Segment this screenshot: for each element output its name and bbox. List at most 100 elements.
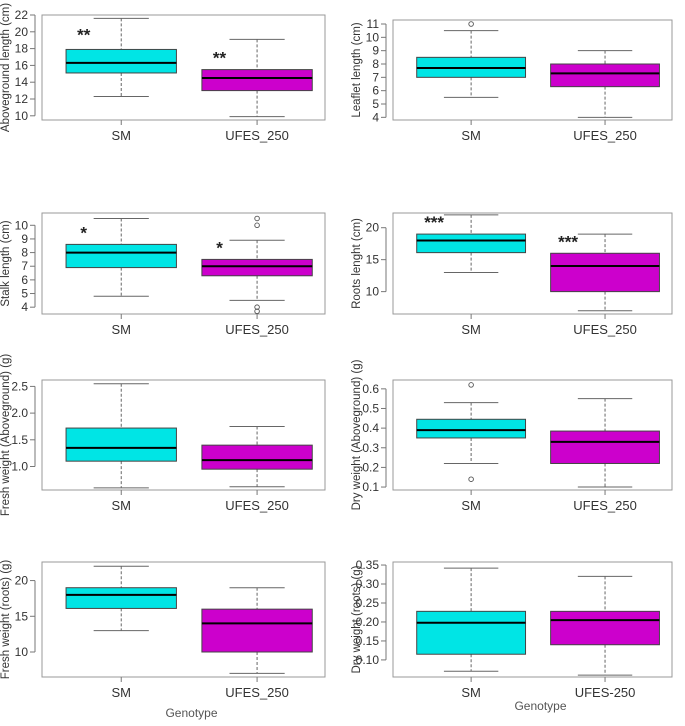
- x-category-label: UFES_250: [573, 322, 637, 337]
- y-tick-label: 2.0: [11, 406, 28, 420]
- x-category-label: UFES_250: [225, 128, 289, 143]
- outlier-point: [468, 476, 474, 482]
- y-tick-label: 1.5: [11, 433, 28, 447]
- box-ufes-250: [201, 587, 313, 674]
- y-tick-label: 10: [366, 30, 380, 44]
- box-ufes-250: [201, 425, 313, 488]
- y-tick-label: 0.25: [356, 596, 380, 610]
- y-tick-label: 11: [367, 17, 380, 31]
- y-tick-label: 15: [366, 253, 380, 267]
- significance-marker: ***: [424, 213, 444, 232]
- y-tick-label: 10: [15, 218, 29, 232]
- box-sm: [416, 382, 527, 482]
- box-sm: [65, 383, 177, 489]
- plot-frame: [392, 212, 673, 315]
- box-ufes-250: ***: [550, 232, 660, 312]
- x-category-label: SM: [111, 685, 131, 700]
- y-tick-label: 0.3: [362, 441, 379, 455]
- x-category-label: SM: [461, 685, 481, 700]
- box-ufes-250: [550, 575, 660, 676]
- x-category-label: UFES-250: [575, 685, 636, 700]
- x-category-label: SM: [111, 322, 131, 337]
- iqr-box: [416, 233, 527, 254]
- y-tick-label: 8: [21, 246, 28, 260]
- box-ufes-250: [550, 398, 660, 488]
- y-tick-label: 8: [372, 57, 379, 71]
- y-tick-label: 10: [15, 645, 29, 659]
- box-ufes-250: **: [201, 38, 313, 118]
- y-axis-label: Leaflet length (cm): [351, 22, 363, 117]
- y-tick-label: 18: [15, 42, 29, 56]
- significance-marker: *: [80, 223, 87, 242]
- significance-marker: *: [216, 238, 223, 257]
- y-axis-label: Aboveground length (cm): [0, 3, 12, 132]
- y-tick-label: 14: [15, 75, 29, 89]
- y-axis-label: Roots lenght (cm): [351, 218, 363, 309]
- y-tick-label: 0.10: [356, 653, 380, 667]
- y-tick-label: 16: [15, 58, 29, 72]
- y-axis-label: Dry weight (roots) (g): [351, 565, 363, 673]
- iqr-box: [550, 252, 660, 293]
- plot-frame: [392, 19, 673, 121]
- x-category-label: SM: [461, 322, 481, 337]
- y-tick-label: 4: [21, 300, 28, 314]
- box-sm: ***: [416, 213, 527, 273]
- iqr-box: [201, 444, 313, 470]
- box-sm: [416, 21, 527, 98]
- iqr-box: [201, 69, 313, 92]
- outlier-point: [254, 215, 260, 222]
- outlier-point: [254, 304, 260, 310]
- y-tick-label: 0.1: [362, 480, 379, 494]
- y-axis-label: Fresh weight (Aboveground) (g): [0, 354, 12, 517]
- y-tick-label: 7: [372, 70, 379, 84]
- y-tick-label: 0.35: [356, 558, 380, 572]
- outlier-point: [468, 21, 474, 27]
- x-category-label: UFES_250: [225, 685, 289, 700]
- y-axis-label: Stalk length (cm): [0, 220, 12, 306]
- y-tick-label: 6: [21, 273, 28, 287]
- y-axis-label: Fresh weight (roots) (g): [0, 560, 12, 680]
- iqr-box: [550, 610, 660, 646]
- y-tick-label: 0.30: [356, 577, 380, 591]
- x-category-label: SM: [461, 128, 481, 143]
- y-tick-label: 2.5: [11, 379, 28, 393]
- y-tick-label: 7: [21, 259, 28, 273]
- iqr-box: [65, 243, 177, 269]
- y-axis-label: Dry weight (Aboveground) (g): [351, 359, 363, 510]
- y-tick-label: 0.5: [362, 401, 379, 415]
- y-tick-label: 0.6: [362, 382, 379, 396]
- y-tick-label: 0.2: [362, 460, 379, 474]
- x-category-label: UFES_250: [573, 128, 637, 143]
- iqr-box: [201, 608, 313, 653]
- y-tick-label: 20: [15, 574, 29, 588]
- y-tick-label: 9: [372, 44, 379, 58]
- x-category-label: UFES_250: [573, 498, 637, 513]
- outlier-point: [254, 308, 260, 315]
- iqr-box: [65, 587, 177, 609]
- iqr-box: [65, 48, 177, 74]
- iqr-box: [201, 258, 313, 277]
- iqr-box: [550, 63, 660, 88]
- box-ufes-250: *: [201, 215, 313, 315]
- iqr-box: [65, 427, 177, 462]
- x-category-label: SM: [461, 498, 481, 513]
- outlier-point: [254, 222, 260, 229]
- x-category-label: UFES_250: [225, 322, 289, 337]
- y-tick-label: 0.4: [362, 421, 379, 435]
- significance-marker: **: [77, 25, 91, 44]
- box-sm: *: [65, 217, 177, 297]
- outlier-point: [468, 382, 474, 388]
- y-tick-label: 20: [15, 25, 29, 39]
- y-tick-label: 0.15: [356, 634, 380, 648]
- x-axis-title: Genotype: [514, 699, 566, 713]
- plot-frame: [392, 379, 673, 491]
- plot-frame: [41, 379, 326, 491]
